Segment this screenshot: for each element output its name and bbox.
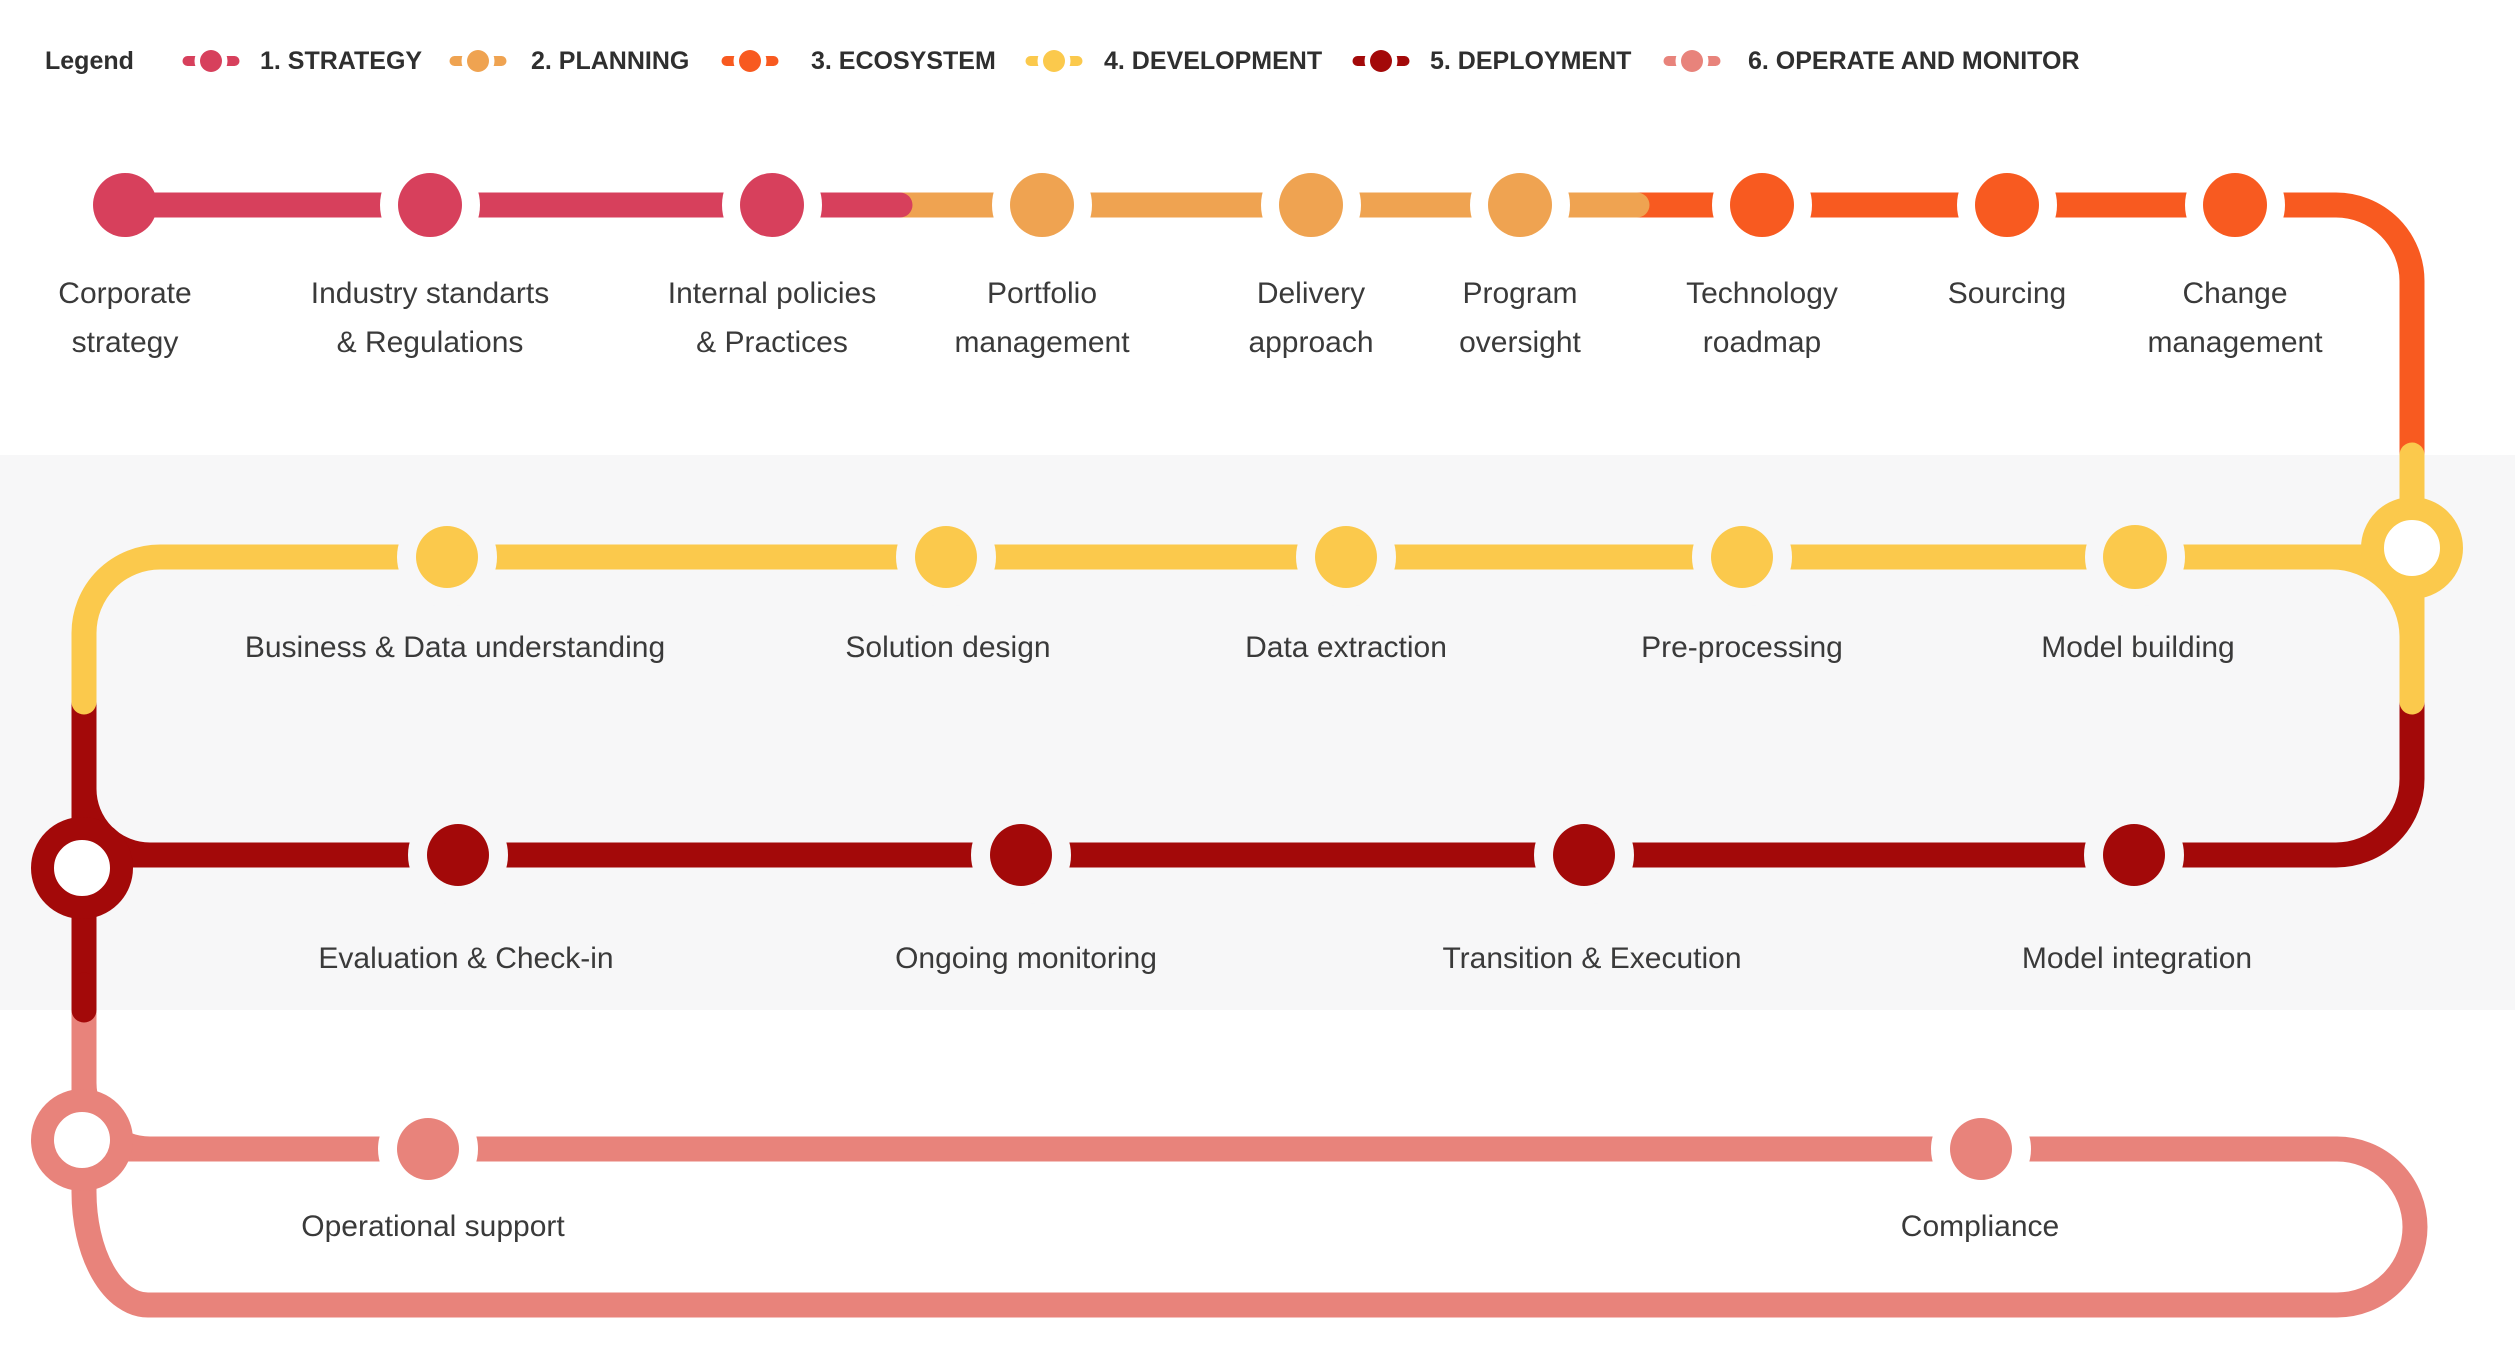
svg-text:Sourcing: Sourcing [1948, 277, 2066, 310]
svg-text:Program: Program [1462, 277, 1577, 310]
svg-text:Solution design: Solution design [845, 631, 1050, 664]
svg-text:Evaluation & Check-in: Evaluation & Check-in [318, 942, 613, 975]
svg-text:3. ECOSYSTEM: 3. ECOSYSTEM [811, 47, 996, 75]
svg-text:Data extraction: Data extraction [1245, 631, 1447, 664]
svg-text:4. DEVELOPMENT: 4. DEVELOPMENT [1104, 47, 1322, 75]
svg-text:Corporate: Corporate [58, 277, 191, 310]
svg-text:Change: Change [2182, 277, 2287, 310]
svg-text:& Practices: & Practices [696, 326, 848, 359]
svg-text:6. OPERATE AND MONITOR: 6. OPERATE AND MONITOR [1748, 47, 2080, 75]
svg-text:oversight: oversight [1459, 326, 1581, 359]
svg-text:Internal policies: Internal policies [668, 277, 876, 310]
svg-text:strategy: strategy [72, 326, 179, 359]
svg-text:Industry standarts: Industry standarts [311, 277, 549, 310]
svg-text:Pre-processing: Pre-processing [1641, 631, 1843, 664]
svg-text:Transition & Execution: Transition & Execution [1442, 942, 1741, 975]
svg-text:management: management [954, 326, 1130, 359]
svg-text:Legend: Legend [45, 47, 134, 75]
svg-text:Portfolio: Portfolio [987, 277, 1097, 310]
svg-text:Model building: Model building [2041, 631, 2234, 664]
svg-text:Ongoing monitoring: Ongoing monitoring [895, 942, 1157, 975]
svg-text:Business & Data understanding: Business & Data understanding [245, 631, 665, 664]
svg-text:1. STRATEGY: 1. STRATEGY [260, 47, 422, 75]
svg-text:approach: approach [1248, 326, 1373, 359]
svg-text:Technology: Technology [1686, 277, 1838, 310]
svg-text:Delivery: Delivery [1257, 277, 1365, 310]
svg-text:management: management [2147, 326, 2323, 359]
svg-text:5. DEPLOYMENT: 5. DEPLOYMENT [1430, 47, 1631, 75]
svg-text:roadmap: roadmap [1703, 326, 1821, 359]
svg-text:Operational support: Operational support [301, 1210, 565, 1243]
svg-text:Compliance: Compliance [1901, 1210, 2059, 1243]
svg-text:& Regulations: & Regulations [337, 326, 524, 359]
svg-text:Model integration: Model integration [2022, 942, 2252, 975]
svg-text:2. PLANNING: 2. PLANNING [531, 47, 689, 75]
